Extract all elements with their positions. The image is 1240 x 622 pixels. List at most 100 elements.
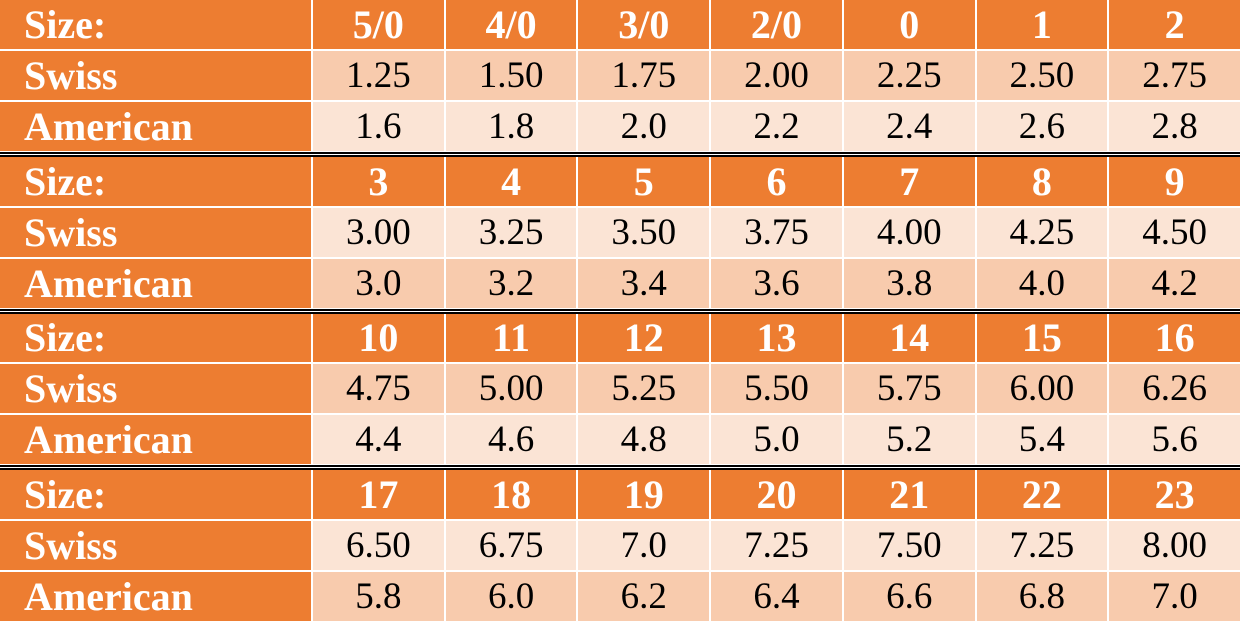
value-cell: 5.25 [578,364,710,414]
value-cell: 3.50 [578,207,710,257]
value-cell: 7.0 [1109,572,1240,621]
value-cell: 4.2 [1109,258,1240,308]
value-cell: 2.00 [711,50,842,100]
value-cell: 4.8 [578,415,710,465]
value-cell: 8.00 [1109,521,1240,571]
value-cell: 4.50 [1109,207,1240,257]
value-cell: 2.4 [843,101,975,151]
value-cell: 4.4 [313,415,444,465]
size-cell: 0 [843,0,975,49]
value-cell: 5.00 [445,364,577,414]
size-cell: 8 [976,156,1108,206]
row-label: Swiss [0,207,311,257]
value-cell: 5.50 [711,364,842,414]
value-cell: 4.25 [976,207,1108,257]
size-cell: 2/0 [711,0,842,49]
value-cell: 7.25 [711,521,842,571]
value-cell: 3.6 [711,258,842,308]
size-cell: 22 [976,470,1108,520]
value-cell: 2.6 [976,101,1108,151]
size-cell: 13 [711,313,842,363]
value-cell: 4.6 [445,415,577,465]
value-cell: 3.2 [445,258,577,308]
value-cell: 3.4 [578,258,710,308]
table-block: Size: 17 18 19 20 21 22 23 Swiss 6.50 6.75 7.0 7.25 7… [0,465,1240,622]
row-label: American [0,101,311,151]
table-block: Size: 3 4 5 6 7 8 9 Swiss 3.00 3.25 3.50 3.75 4.00 4.2… [0,151,1240,309]
row-label: Swiss [0,521,311,571]
value-cell: 6.00 [976,364,1108,414]
value-cell: 1.75 [578,50,710,100]
size-cell: 19 [578,470,710,520]
size-cell: 2 [1109,0,1240,49]
value-cell: 1.25 [313,50,444,100]
value-cell: 3.0 [313,258,444,308]
row-label: Size: [0,313,311,363]
size-cell: 18 [445,470,577,520]
table-block: Size: 5/0 4/0 3/0 2/0 0 1 2 Swiss 1.25 1.50 1.75 2.0… [0,0,1240,152]
size-cell: 1 [976,0,1108,49]
size-cell: 6 [711,156,842,206]
value-cell: 2.50 [976,50,1108,100]
value-cell: 6.75 [445,521,577,571]
size-cell: 4 [445,156,577,206]
value-cell: 1.50 [445,50,577,100]
size-cell: 3 [313,156,444,206]
value-cell: 6.2 [578,572,710,621]
size-cell: 21 [843,470,975,520]
size-cell: 14 [843,313,975,363]
value-cell: 5.6 [1109,415,1240,465]
size-cell: 15 [976,313,1108,363]
value-cell: 4.75 [313,364,444,414]
size-cell: 5/0 [313,0,444,49]
size-cell: 5 [578,156,710,206]
value-cell: 4.00 [843,207,975,257]
size-cell: 16 [1109,313,1240,363]
size-cell: 7 [843,156,975,206]
row-label: Size: [0,0,311,49]
value-cell: 2.75 [1109,50,1240,100]
size-cell: 12 [578,313,710,363]
value-cell: 3.25 [445,207,577,257]
value-cell: 3.8 [843,258,975,308]
value-cell: 6.26 [1109,364,1240,414]
row-label: American [0,572,311,621]
row-label: American [0,415,311,465]
size-cell: 10 [313,313,444,363]
value-cell: 3.75 [711,207,842,257]
row-label: Size: [0,470,311,520]
value-cell: 6.6 [843,572,975,621]
value-cell: 5.0 [711,415,842,465]
value-cell: 6.4 [711,572,842,621]
size-cell: 23 [1109,470,1240,520]
size-cell: 20 [711,470,842,520]
size-cell: 4/0 [445,0,577,49]
value-cell: 5.75 [843,364,975,414]
value-cell: 7.25 [976,521,1108,571]
value-cell: 7.0 [578,521,710,571]
size-cell: 9 [1109,156,1240,206]
row-label: Size: [0,156,311,206]
value-cell: 5.4 [976,415,1108,465]
value-cell: 2.0 [578,101,710,151]
size-cell: 11 [445,313,577,363]
value-cell: 6.8 [976,572,1108,621]
row-label: Swiss [0,50,311,100]
value-cell: 3.00 [313,207,444,257]
value-cell: 1.6 [313,101,444,151]
size-cell: 17 [313,470,444,520]
size-cell: 3/0 [578,0,710,49]
table-block: Size: 10 11 12 13 14 15 16 Swiss 4.75 5.00 5.25 5.50… [0,308,1240,466]
value-cell: 5.2 [843,415,975,465]
value-cell: 6.50 [313,521,444,571]
row-label: American [0,258,311,308]
row-label: Swiss [0,364,311,414]
value-cell: 2.25 [843,50,975,100]
value-cell: 1.8 [445,101,577,151]
value-cell: 2.2 [711,101,842,151]
value-cell: 2.8 [1109,101,1240,151]
value-cell: 4.0 [976,258,1108,308]
value-cell: 6.0 [445,572,577,621]
